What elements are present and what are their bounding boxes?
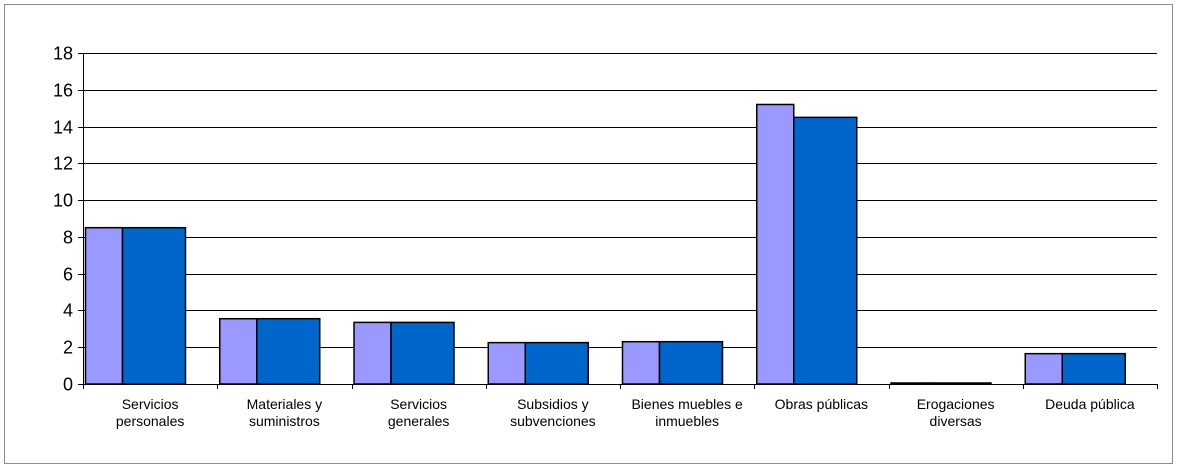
y-tick-label: 14 xyxy=(53,118,73,138)
bars xyxy=(84,103,1126,385)
x-tick-label: Servicios personales xyxy=(116,396,185,429)
bar-series1-2 xyxy=(353,321,392,385)
x-tick-label: Obras públicas xyxy=(775,396,868,412)
x-tick-label: Materiales y suministros xyxy=(247,396,322,429)
y-tick-label: 8 xyxy=(63,228,73,248)
bar-series2-7 xyxy=(1061,352,1126,385)
y-tick-label: 16 xyxy=(53,81,73,101)
chart-frame xyxy=(4,4,1173,464)
y-tick-label: 10 xyxy=(53,191,73,211)
y-tick-label: 12 xyxy=(53,154,73,174)
bar-series1-5 xyxy=(756,103,795,385)
y-tick-label: 18 xyxy=(53,44,73,64)
x-tick-label: Deuda pública xyxy=(1045,396,1135,412)
bar-series1-3 xyxy=(487,341,526,385)
bar-series2-2 xyxy=(390,321,455,385)
y-tick-label: 2 xyxy=(63,338,73,358)
bar-series2-0 xyxy=(121,226,187,385)
x-tick-label: Servicios generales xyxy=(388,396,450,429)
x-tick-label: Erogaciones diversas xyxy=(917,396,995,429)
y-tick-label: 4 xyxy=(63,301,73,321)
bar-series1-0 xyxy=(84,226,124,385)
x-tick-labels: Servicios personales Materiales y suministr… xyxy=(116,396,1135,429)
x-tick-label: Subsidios y subvenciones xyxy=(510,396,596,429)
bar-series1-4 xyxy=(621,340,661,385)
bar-series2-6 xyxy=(927,382,992,385)
gridlines xyxy=(83,53,1157,348)
bar-series1-1 xyxy=(219,317,258,385)
x-tick-label: Bienes muebles e inmuebles xyxy=(631,396,743,429)
y-tick-label: 0 xyxy=(63,375,73,395)
bar-series2-3 xyxy=(524,341,589,385)
bar-series2-5 xyxy=(793,116,858,385)
axes xyxy=(78,53,1158,389)
y-tick-labels: 0 2 4 6 8 10 12 14 16 18 xyxy=(53,44,73,395)
bar-series1-7 xyxy=(1024,352,1063,385)
bar-series1-6 xyxy=(890,382,929,385)
y-tick-label: 6 xyxy=(63,265,73,285)
bar-series2-4 xyxy=(658,340,724,385)
bar-series2-1 xyxy=(256,317,321,385)
